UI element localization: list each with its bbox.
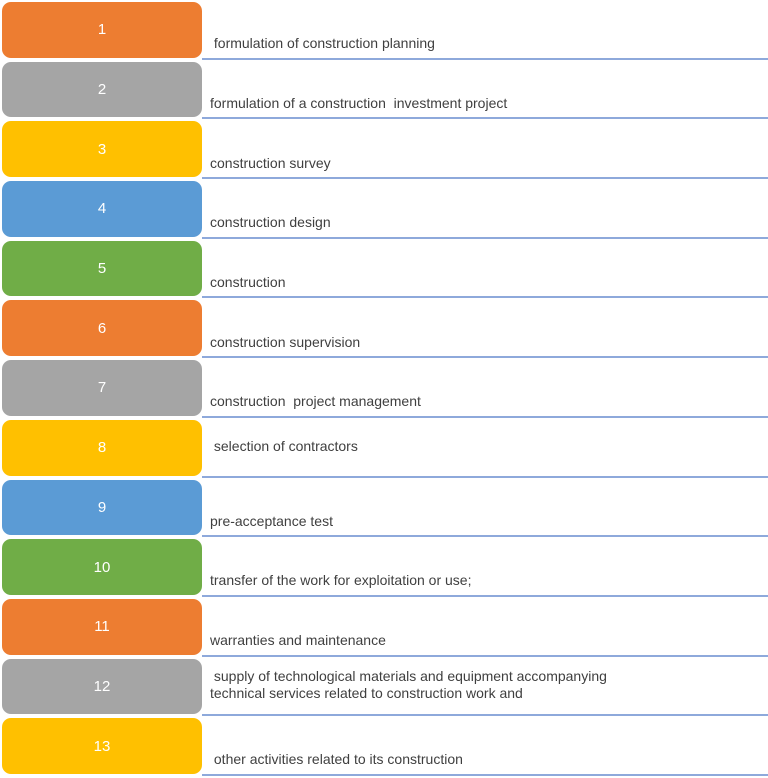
step-number-block: 1: [2, 2, 202, 58]
step-label: construction: [210, 273, 286, 290]
step-number-block: 9: [2, 479, 202, 536]
step-label-wrap: transfer of the work for exploitation or…: [202, 539, 768, 597]
step-label-wrap: warranties and maintenance: [202, 599, 768, 657]
list-item: 3 construction survey: [0, 121, 768, 181]
step-number-block: 11: [2, 598, 202, 655]
step-label: selection of contractors: [210, 437, 358, 454]
list-item: 10 transfer of the work for exploitation…: [0, 539, 768, 599]
list-item: 7 construction project management: [0, 360, 768, 420]
step-number: 8: [97, 439, 107, 457]
list-item: 1 formulation of construction planning: [0, 2, 768, 62]
list-item: 5 construction: [0, 240, 768, 301]
list-item: 8 selection of contractors: [0, 419, 768, 480]
step-label-wrap: selection of contractors: [202, 420, 768, 478]
step-label-wrap: supply of technological materials and eq…: [202, 659, 768, 717]
step-number: 12: [93, 677, 111, 695]
step-number-block: 3: [2, 121, 202, 178]
step-label: transfer of the work for exploitation or…: [210, 572, 472, 589]
step-number-block: 13: [2, 718, 202, 774]
step-number-block: 8: [2, 419, 202, 476]
step-label-wrap: construction survey: [202, 121, 768, 180]
step-number-block: 12: [2, 658, 202, 715]
step-number: 1: [97, 21, 107, 39]
step-number: 5: [97, 260, 107, 278]
step-number: 9: [97, 498, 107, 516]
step-label: formulation of construction planning: [210, 35, 435, 52]
step-number-block: 6: [2, 300, 202, 357]
step-label-wrap: construction: [202, 241, 768, 299]
step-number: 11: [94, 618, 110, 636]
step-number-block: 7: [2, 360, 202, 416]
step-number: 6: [97, 319, 107, 337]
step-number-block: 2: [2, 61, 202, 118]
step-label: construction project management: [210, 393, 421, 410]
step-number: 7: [97, 379, 107, 397]
list-item: 9 pre-acceptance test: [0, 479, 768, 540]
step-label: formulation of a construction investment…: [210, 94, 508, 111]
list-item: 4 construction design: [0, 181, 768, 241]
step-label-wrap: construction supervision: [202, 300, 768, 359]
step-label: pre-acceptance test: [210, 512, 333, 529]
step-label-wrap: construction design: [202, 181, 768, 239]
list-item: 11 warranties and maintenance: [0, 598, 768, 659]
step-label-wrap: formulation of construction planning: [202, 2, 768, 60]
step-label: supply of technological materials and eq…: [210, 667, 607, 702]
step-label-wrap: pre-acceptance test: [202, 480, 768, 538]
list-item: 12 supply of technological materials and…: [0, 658, 768, 719]
step-label-wrap: formulation of a construction investment…: [202, 62, 768, 120]
step-number-block: 10: [2, 539, 202, 595]
step-number-block: 4: [2, 181, 202, 237]
list-item: 6 construction supervision: [0, 300, 768, 360]
step-number-block: 5: [2, 240, 202, 297]
step-label-wrap: other activities related to its construc…: [202, 718, 768, 776]
step-label: construction design: [210, 214, 331, 231]
step-label: construction survey: [210, 154, 331, 171]
step-number: 3: [97, 140, 107, 158]
step-number: 13: [93, 737, 111, 755]
step-label: warranties and maintenance: [210, 632, 386, 649]
step-label: construction supervision: [210, 333, 361, 350]
step-label-wrap: construction project management: [202, 360, 768, 418]
step-number: 10: [93, 558, 111, 576]
step-label: other activities related to its construc…: [210, 751, 463, 768]
list-item: 2 formulation of a construction investme…: [0, 61, 768, 122]
list-item: 13 other activities related to its const…: [0, 718, 768, 778]
step-number: 2: [97, 81, 107, 99]
step-number: 4: [97, 200, 107, 218]
